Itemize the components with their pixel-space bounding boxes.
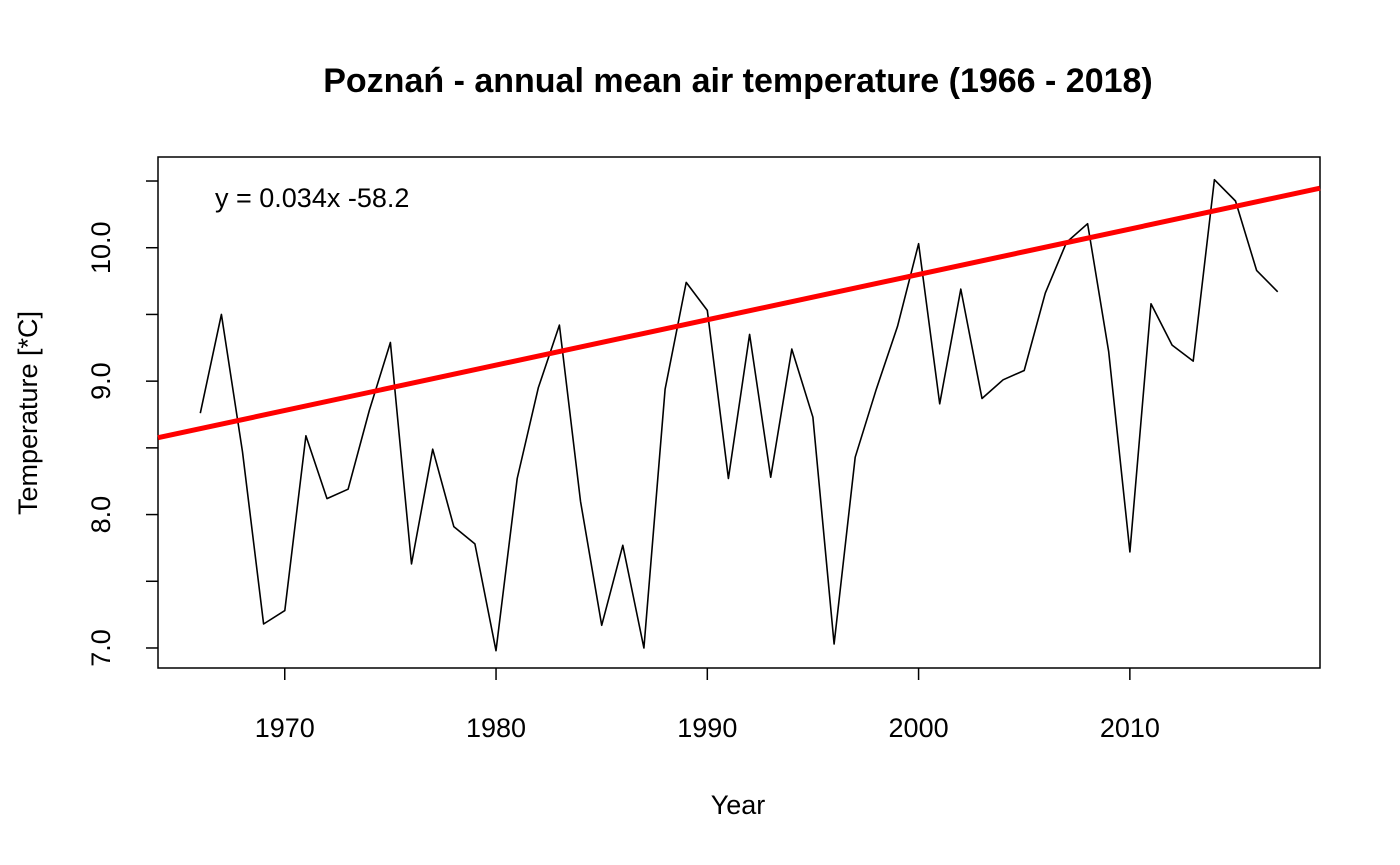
regression-equation: y = 0.034x -58.2 (215, 183, 409, 213)
x-tick-label: 2010 (1100, 713, 1160, 743)
y-axis-label: Temperature [*C] (13, 311, 43, 515)
y-tick-label: 9.0 (86, 362, 116, 400)
x-tick-label: 2000 (889, 713, 949, 743)
y-tick-label: 8.0 (86, 496, 116, 534)
trend-line (157, 185, 1321, 441)
chart-title: Poznań - annual mean air temperature (19… (323, 62, 1153, 100)
x-axis: 1970 1980 1990 2000 2010 (255, 668, 1160, 743)
y-tick-label: 7.0 (86, 629, 116, 667)
x-axis-label: Year (711, 790, 766, 820)
x-tick-label: 1990 (677, 713, 737, 743)
temperature-series-line (199, 178, 1279, 652)
x-tick-label: 1970 (255, 713, 315, 743)
plot-frame (157, 156, 1321, 669)
y-tick-label: 10.0 (86, 221, 116, 274)
plot-area (157, 178, 1321, 652)
x-tick-label: 1980 (466, 713, 526, 743)
y-axis: 7.0 8.0 9.0 10.0 (86, 180, 158, 667)
